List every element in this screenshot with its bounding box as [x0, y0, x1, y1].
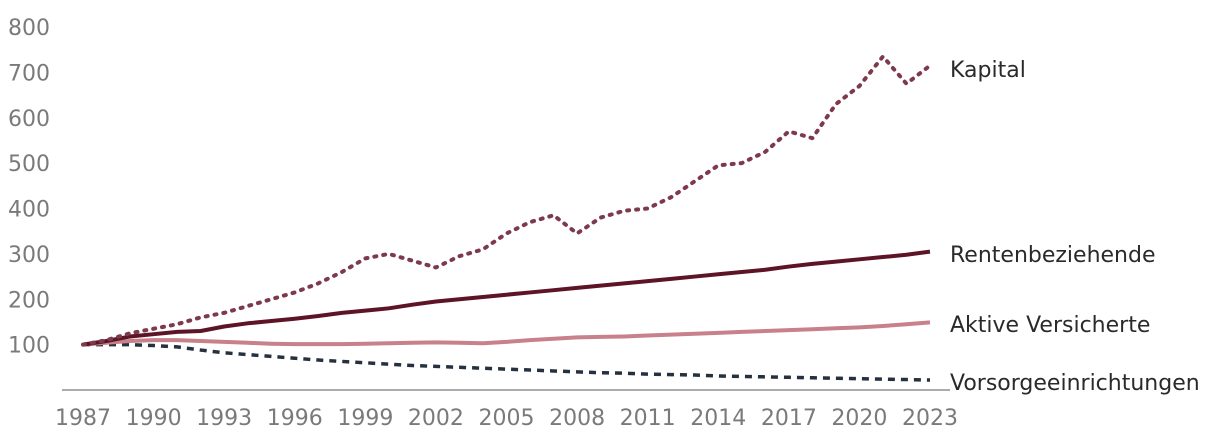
series-lines	[81, 54, 932, 382]
x-tick-label: 1993	[196, 406, 252, 431]
x-tick-label: 2005	[479, 406, 535, 431]
y-tick-label: 400	[8, 198, 50, 223]
series-labels: Kapital Rentenbeziehende Aktive Versichert…	[950, 58, 1200, 396]
x-tick-label: 2008	[549, 406, 605, 431]
y-tick-label: 600	[8, 107, 50, 132]
series-line-aktive-versicherte	[82, 320, 931, 347]
y-tick-label: 700	[8, 61, 50, 86]
series-label-vorsorgeeinrichtungen: Vorsorgeeinrichtungen	[950, 371, 1200, 396]
x-tick-label: 2002	[408, 406, 464, 431]
x-axis-ticks: 1987 1990 1993 1996 1999 2002 2005 2008 2011 2014…	[55, 406, 958, 431]
series-line-kapital	[81, 54, 932, 347]
y-tick-label: 500	[8, 152, 50, 177]
y-tick-label: 800	[8, 16, 50, 41]
series-line-vorsorgeeinrichtungen	[83, 342, 931, 382]
series-label-kapital: Kapital	[950, 58, 1026, 83]
x-tick-label: 1996	[267, 406, 323, 431]
series-label-aktive-versicherte: Aktive Versicherte	[950, 313, 1150, 338]
y-axis-ticks: 100 200 300 400 500 600 700 800	[8, 16, 50, 359]
series-line-rentenbeziehende	[82, 249, 931, 347]
x-tick-label: 1999	[337, 406, 393, 431]
y-tick-label: 200	[8, 288, 50, 313]
x-tick-label: 1990	[126, 406, 182, 431]
y-tick-label: 100	[8, 334, 50, 359]
x-tick-label: 2014	[690, 406, 746, 431]
x-tick-label: 1987	[55, 406, 111, 431]
x-tick-label: 2017	[761, 406, 817, 431]
y-tick-label: 300	[8, 243, 50, 268]
series-label-rentenbeziehende: Rentenbeziehende	[950, 243, 1156, 268]
x-tick-label: 2020	[831, 406, 887, 431]
x-tick-label: 2011	[620, 406, 676, 431]
x-tick-label: 2023	[902, 406, 958, 431]
